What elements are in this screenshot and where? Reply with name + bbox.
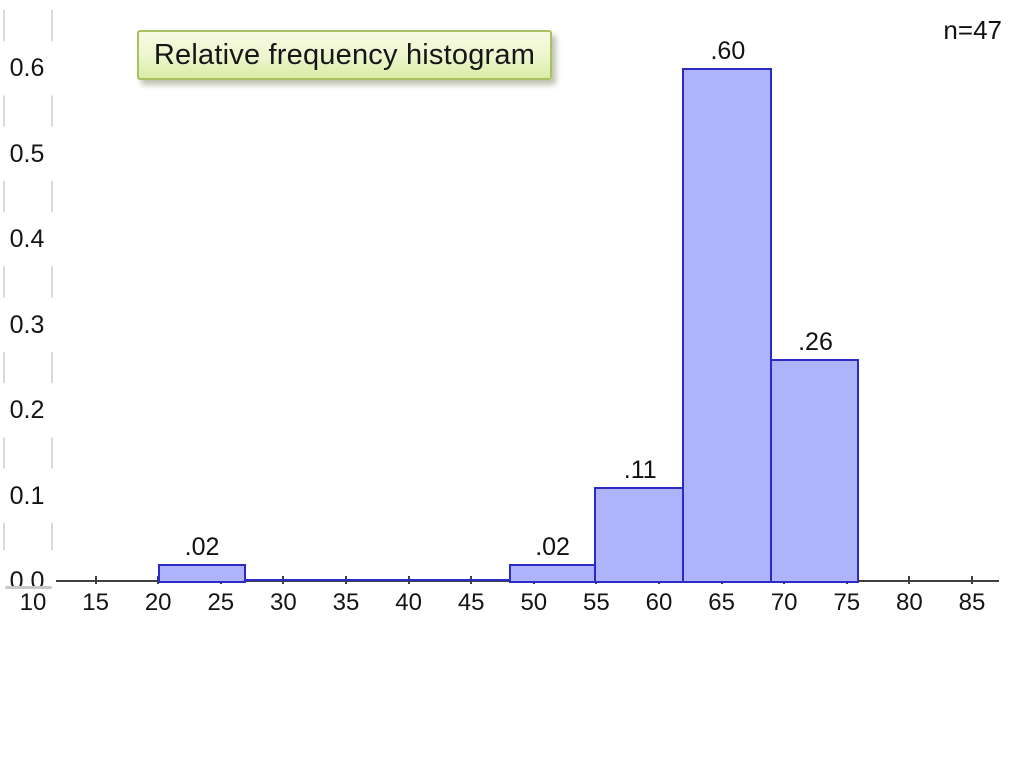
bar-value-label: .02: [535, 532, 570, 561]
y-axis-tick-label: 0.3: [9, 310, 45, 339]
x-axis-tick: [908, 576, 911, 584]
chart-title: Relative frequency histogram: [153, 38, 536, 71]
x-axis-tick-label: 75: [833, 589, 861, 616]
bar-value-label: .60: [710, 37, 746, 65]
x-axis-tick-label: 55: [583, 589, 610, 616]
x-axis-tick-label: 50: [520, 589, 548, 616]
histogram-bar: [158, 563, 246, 583]
y-axis-tick-label: 0.0: [9, 567, 45, 595]
x-axis-tick-label: 70: [770, 589, 798, 616]
y-axis-tick-label: 0.4: [9, 225, 45, 253]
dashed-guide-left: [3, 10, 5, 550]
x-axis-tick-label: 65: [708, 589, 735, 616]
histogram-bar: [594, 486, 685, 583]
x-axis-tick: [971, 576, 973, 584]
x-axis-tick: [94, 576, 97, 584]
x-axis-tick-label: 40: [395, 589, 422, 616]
x-axis-tick-label: 10: [19, 589, 47, 616]
histogram-bar: [769, 358, 860, 583]
y-axis-tick-label: 0.1: [9, 481, 45, 510]
x-axis-tick-label: 80: [896, 589, 923, 616]
x-axis-tick-label: 85: [958, 589, 986, 616]
histogram-bar: [682, 68, 772, 583]
histogram-baseline: [158, 579, 860, 581]
dashed-guide-right: [51, 10, 53, 550]
bar-value-label: .11: [623, 455, 657, 484]
sample-size-label: n=47: [943, 15, 1002, 45]
y-axis-tick-label: 0.2: [9, 396, 45, 424]
bar-value-label: .02: [184, 532, 220, 561]
x-axis-tick-label: 35: [332, 589, 360, 616]
axis-left-stub: [5, 586, 52, 589]
x-axis-tick-label: 60: [645, 589, 673, 616]
x-axis-tick-label: 30: [270, 589, 297, 616]
histogram-bar: [508, 563, 597, 583]
x-axis-tick-label: 25: [207, 589, 235, 616]
x-axis-tick-label: 45: [457, 589, 485, 616]
y-axis-tick-label: 0.5: [9, 139, 45, 168]
x-axis-tick-label: 20: [144, 589, 172, 616]
y-axis-tick-label: 0.6: [9, 54, 45, 82]
chart-title-box: Relative frequency histogram: [137, 30, 552, 80]
bar-value-label: .26: [798, 327, 833, 356]
x-axis-tick-label: 15: [82, 589, 109, 616]
